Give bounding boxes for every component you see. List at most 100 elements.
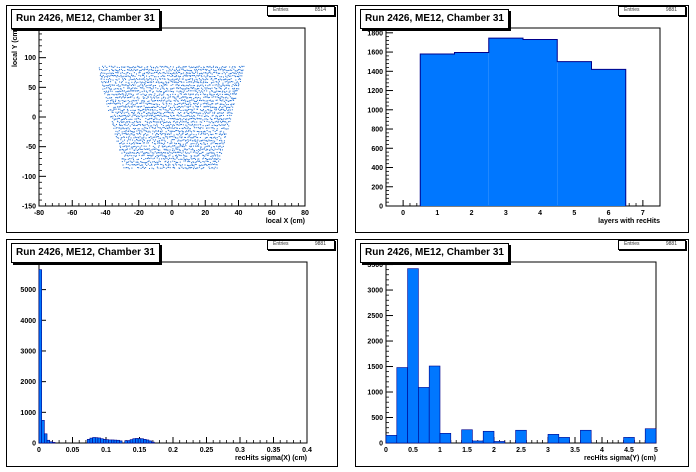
y-tick-label: 0 bbox=[379, 204, 383, 211]
hit-point bbox=[177, 140, 179, 142]
hit-point bbox=[194, 75, 196, 77]
hit-point bbox=[106, 78, 108, 80]
hit-point bbox=[181, 67, 183, 69]
hit-point bbox=[236, 81, 238, 83]
hit-point bbox=[188, 134, 190, 136]
hit-point bbox=[132, 99, 134, 101]
hit-point bbox=[176, 73, 178, 75]
hit-point bbox=[217, 112, 219, 114]
hit-point bbox=[108, 79, 110, 81]
hit-point bbox=[221, 152, 223, 154]
hit-point bbox=[165, 111, 167, 113]
hit-point bbox=[130, 70, 132, 72]
hit-point bbox=[198, 133, 200, 135]
hit-point bbox=[127, 103, 129, 105]
hit-point bbox=[154, 157, 156, 159]
hit-point bbox=[146, 127, 148, 129]
y-tick-label: 1500 bbox=[367, 364, 383, 371]
pad-sigma-y: 0 0.5 1 1.5 2 2.5 3 3.5 4 4.5 5 0 500 1000 1500 2000 250… bbox=[355, 239, 689, 467]
hit-point bbox=[126, 167, 128, 169]
hit-point bbox=[117, 106, 119, 108]
hit-point bbox=[150, 84, 152, 86]
hit-point bbox=[202, 110, 204, 112]
y-tick-label: 1800 bbox=[367, 30, 383, 37]
hit-point bbox=[176, 164, 178, 166]
hit-point bbox=[210, 78, 212, 80]
hit-point bbox=[166, 70, 168, 72]
hit-point bbox=[206, 66, 208, 68]
hit-point bbox=[162, 127, 164, 129]
hit-point bbox=[154, 109, 156, 111]
hit-point bbox=[136, 149, 138, 151]
y-tick-label: 3000 bbox=[367, 288, 383, 295]
hit-point bbox=[168, 117, 170, 119]
hit-point bbox=[193, 85, 195, 87]
hit-point bbox=[223, 131, 225, 133]
hit-point bbox=[145, 90, 147, 92]
hit-point bbox=[180, 93, 182, 95]
hit-point bbox=[144, 152, 146, 154]
hit-point bbox=[228, 125, 230, 127]
hit-point bbox=[220, 119, 222, 121]
hit-point bbox=[196, 88, 198, 90]
hit-point bbox=[187, 140, 189, 142]
hit-point bbox=[176, 155, 178, 157]
hit-point bbox=[197, 131, 199, 133]
hit-point bbox=[227, 123, 229, 125]
hit-point bbox=[129, 76, 131, 78]
hit-point bbox=[225, 78, 227, 80]
histogram-bar bbox=[92, 437, 96, 444]
hit-point bbox=[178, 115, 180, 117]
hit-point bbox=[221, 149, 223, 151]
hit-point bbox=[167, 137, 169, 139]
hit-point bbox=[189, 78, 191, 80]
hit-point bbox=[125, 111, 127, 113]
hit-point bbox=[101, 78, 103, 80]
hit-point bbox=[239, 78, 241, 80]
plot-layers: 0 1 2 3 4 5 6 702004006008001000120014001600180… bbox=[367, 27, 661, 225]
hit-point bbox=[126, 146, 128, 148]
hit-point bbox=[220, 87, 222, 89]
hit-point bbox=[162, 152, 164, 154]
hit-point bbox=[176, 84, 178, 86]
hit-point bbox=[167, 122, 169, 124]
hit-point bbox=[191, 70, 193, 72]
hit-point bbox=[192, 161, 194, 163]
hit-point bbox=[156, 71, 158, 73]
hit-point bbox=[140, 133, 142, 135]
hit-point bbox=[130, 90, 132, 92]
hit-point bbox=[221, 108, 223, 110]
hit-point bbox=[216, 128, 218, 130]
hit-point bbox=[173, 69, 175, 71]
hit-point bbox=[216, 161, 218, 163]
hit-point bbox=[132, 66, 134, 68]
hit-point bbox=[165, 102, 167, 104]
hit-point bbox=[128, 90, 130, 92]
hit-point bbox=[165, 152, 167, 154]
hit-point bbox=[155, 76, 157, 78]
hit-point bbox=[129, 118, 131, 120]
hit-point bbox=[181, 164, 183, 166]
hit-point bbox=[114, 69, 116, 71]
hit-point bbox=[188, 108, 190, 110]
hit-point bbox=[150, 90, 152, 92]
hit-point bbox=[151, 81, 153, 83]
hit-point bbox=[208, 134, 210, 136]
hit-point bbox=[188, 72, 190, 74]
hit-point bbox=[233, 72, 235, 74]
hit-point bbox=[182, 106, 184, 108]
hit-point bbox=[178, 88, 180, 90]
hit-point bbox=[235, 97, 237, 99]
hit-point bbox=[198, 85, 200, 87]
hit-point bbox=[147, 119, 149, 121]
hit-point bbox=[204, 163, 206, 165]
hit-point bbox=[226, 93, 228, 95]
hit-point bbox=[188, 75, 190, 77]
hit-point bbox=[147, 96, 149, 98]
hit-point bbox=[151, 137, 153, 139]
hit-point bbox=[101, 81, 103, 83]
hit-point bbox=[218, 69, 220, 71]
hit-point bbox=[200, 84, 202, 86]
hit-point bbox=[134, 69, 136, 71]
hit-point bbox=[186, 85, 188, 87]
